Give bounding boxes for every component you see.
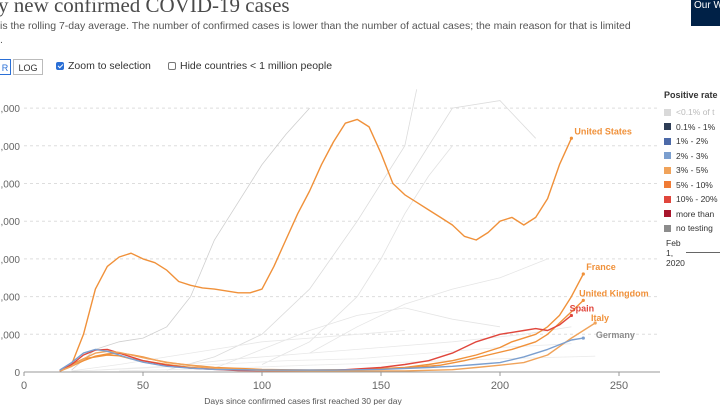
legend-item[interactable]: 2% - 3%: [664, 149, 720, 164]
legend-swatch: [664, 152, 671, 160]
legend-swatch: [664, 181, 671, 189]
background-line: [71, 107, 310, 371]
x-tick-label: 200: [491, 380, 509, 392]
x-tick-label: 0: [21, 380, 27, 392]
chart-axes: 0 ,000 ,000 ,000 ,000 ,000 ,000 ,000 0 50 100 150 20…: [1, 104, 660, 392]
series-endpoint: [569, 136, 574, 140]
series-label: Italy: [591, 313, 609, 323]
timeline-month: Feb: [666, 238, 681, 248]
chart-grid: [24, 107, 660, 373]
series-labels: United States France United Kingdom SpainIt…: [570, 126, 649, 340]
series-line: [70, 118, 573, 365]
legend-swatch: [664, 123, 671, 131]
timeline-slider[interactable]: [686, 252, 720, 253]
timeline-start-label[interactable]: Feb 1, 2020: [666, 238, 685, 268]
series-line: [59, 322, 596, 372]
background-line: [261, 145, 453, 365]
x-axis-label: Days since confirmed cases first reached…: [204, 396, 402, 405]
legend-label: 3% - 5%: [676, 165, 709, 176]
highlighted-country-lines: [59, 118, 597, 372]
x-tick-label: 250: [610, 380, 628, 392]
legend-item[interactable]: 1% - 2%: [664, 134, 720, 149]
timeline-year: 2020: [666, 258, 685, 268]
zoom-to-selection-option[interactable]: Zoom to selection: [56, 60, 151, 72]
series-label: France: [586, 262, 616, 272]
y-tick-label: ,000: [1, 293, 21, 304]
chart-subtitle-continued: .: [0, 34, 3, 46]
series-endpoint: [593, 321, 597, 325]
hide-small-countries-option[interactable]: Hide countries < 1 million people: [168, 60, 332, 72]
owid-logo[interactable]: Our W in D: [691, 0, 720, 26]
background-country-lines: [71, 89, 596, 372]
legend-swatch: [664, 195, 671, 203]
series-endpoint: [581, 298, 585, 302]
background-line: [95, 326, 572, 371]
series-endpoint: [569, 313, 574, 318]
legend-swatch: [664, 224, 671, 232]
background-line: [309, 258, 548, 354]
hide-small-checkbox[interactable]: [168, 62, 176, 70]
background-line: [166, 89, 418, 371]
y-tick-label: ,000: [1, 180, 21, 191]
legend-item[interactable]: <0.1% of t: [664, 105, 720, 120]
hide-small-label: Hide countries < 1 million people: [180, 60, 333, 72]
legend-item[interactable]: 0.1% - 1%: [664, 120, 720, 135]
series-label: United Kingdom: [579, 289, 649, 299]
background-line: [71, 343, 572, 372]
legend-label: more than: [676, 208, 715, 219]
series-endpoint: [581, 336, 585, 340]
timeline-day: 1,: [666, 248, 674, 258]
chart-subtitle: is the rolling 7-day average. The number…: [0, 20, 631, 32]
legend-swatch: [664, 137, 671, 145]
y-tick-label: 0: [14, 368, 20, 379]
legend-label: 1% - 2%: [676, 136, 709, 147]
y-tick-label: ,000: [1, 255, 21, 266]
series-endpoint: [581, 272, 585, 276]
legend-swatch: [664, 166, 671, 174]
positive-rate-legend: Positive rate <0.1% of t 0.1% - 1% 1% - 2%…: [664, 90, 720, 236]
legend-swatch: [664, 108, 671, 116]
legend-title: Positive rate: [664, 90, 718, 100]
series-label: United States: [574, 126, 632, 136]
y-tick-label: ,000: [1, 142, 21, 153]
x-tick-label: 150: [372, 380, 390, 392]
legend-label: <0.1% of t: [676, 107, 715, 118]
legend-label: 10% - 20%: [676, 194, 718, 205]
background-line: [214, 307, 501, 369]
legend-label: 2% - 3%: [676, 150, 709, 161]
y-tick-label: ,000: [1, 330, 21, 341]
zoom-checkbox[interactable]: [56, 62, 64, 70]
series-label: Germany: [596, 330, 635, 340]
legend-swatch: [664, 210, 671, 218]
legend-item[interactable]: no testing: [664, 221, 720, 236]
legend-label: 5% - 10%: [676, 179, 713, 190]
legend-label: no testing: [676, 223, 713, 234]
background-line: [71, 330, 405, 372]
y-tick-label: ,000: [1, 104, 21, 115]
log-scale-button[interactable]: LOG: [13, 59, 43, 75]
legend-item[interactable]: more than: [664, 207, 720, 222]
legend-item[interactable]: 3% - 5%: [664, 163, 720, 178]
y-tick-label: ,000: [1, 217, 21, 228]
x-tick-label: 100: [253, 380, 271, 392]
zoom-label: Zoom to selection: [68, 60, 151, 72]
legend-item[interactable]: 10% - 20%: [664, 192, 720, 207]
linear-scale-button[interactable]: R: [0, 59, 11, 75]
x-tick-label: 50: [137, 380, 149, 392]
legend-label: 0.1% - 1%: [676, 121, 716, 132]
chart-title: y new confirmed COVID-19 cases: [0, 0, 290, 17]
legend-item[interactable]: 5% - 10%: [664, 178, 720, 193]
series-line: [59, 337, 584, 371]
series-label: Spain: [570, 304, 595, 314]
background-line: [404, 100, 536, 184]
